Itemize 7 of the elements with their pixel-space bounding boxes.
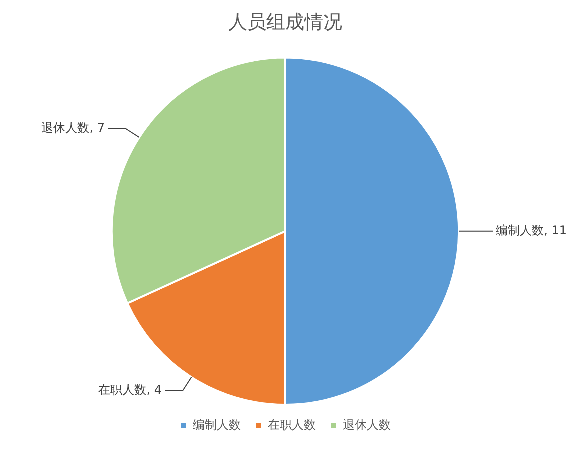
legend-label: 退休人数 [343, 418, 391, 432]
data-label: 在职人数, 4 [98, 383, 162, 398]
data-label: 退休人数, 7 [42, 121, 105, 136]
legend-label: 编制人数 [193, 418, 241, 432]
data-label: 编制人数, 11 [496, 224, 568, 238]
legend-label: 在职人数 [268, 418, 316, 432]
chart-title: 人员组成情况 [228, 11, 342, 34]
